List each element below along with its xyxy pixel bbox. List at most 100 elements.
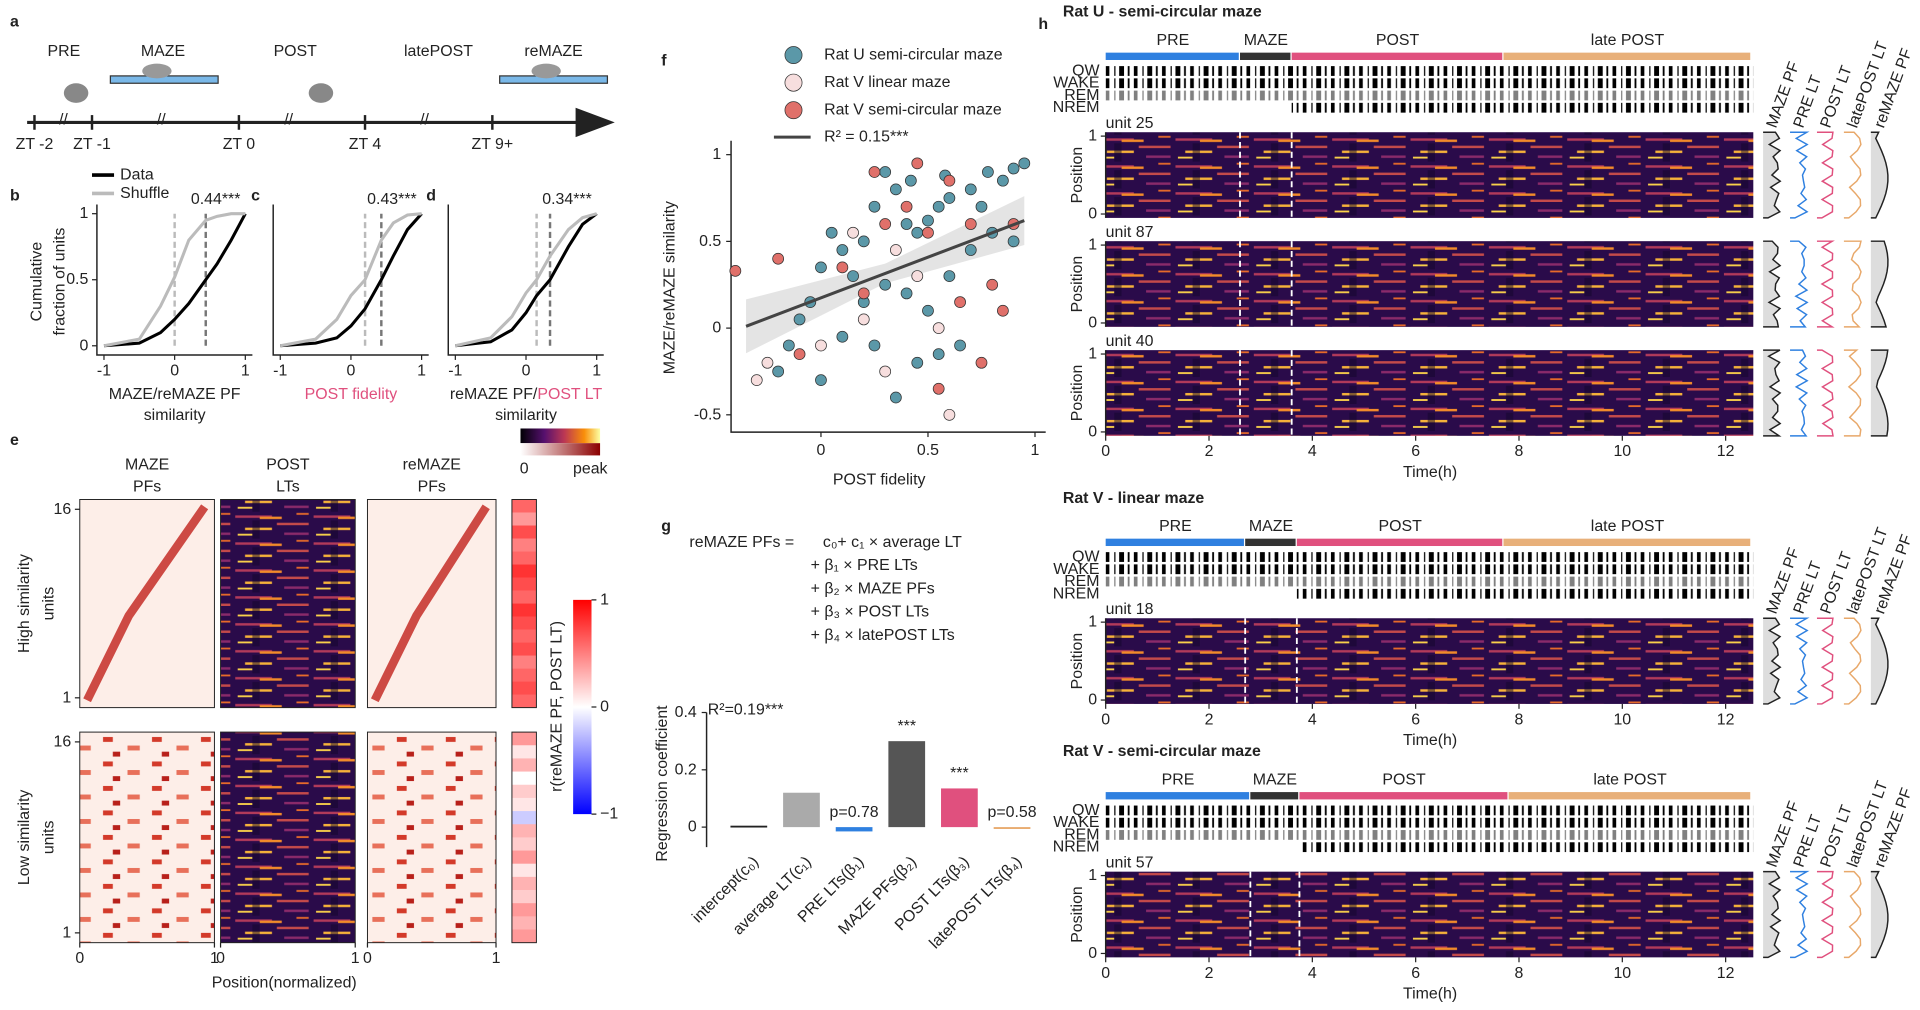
x-axis-label: Time(h) — [1403, 986, 1457, 1003]
scatter-point — [911, 270, 924, 282]
scatter-point — [900, 287, 913, 300]
epoch-bar — [1105, 538, 1244, 547]
y-tick-label: 1 — [62, 924, 71, 941]
r-colorbar-tick-label: 1 — [600, 591, 609, 608]
epoch-label: MAZE — [141, 43, 185, 60]
scatter-point — [1007, 235, 1020, 248]
correlation-cell — [511, 629, 537, 643]
state-raster — [1105, 576, 1754, 587]
scatter-point — [879, 365, 892, 378]
unit-label: unit 18 — [1106, 601, 1154, 618]
state-raster — [1299, 842, 1754, 853]
profile — [1790, 617, 1810, 705]
x-tick-label: 1 — [351, 950, 360, 967]
y-tick-label: 1 — [1088, 128, 1097, 145]
profile — [1790, 349, 1809, 437]
axis-break: // — [284, 111, 293, 128]
epoch-label: MAZE — [1249, 518, 1293, 535]
x-tick-label: 0 — [363, 950, 372, 967]
epoch-bar — [1291, 52, 1503, 60]
axis-break: // — [59, 111, 68, 128]
epoch-bar — [1503, 538, 1751, 547]
axis-break: // — [420, 111, 429, 128]
correlation-cell — [511, 668, 537, 682]
scatter-point — [889, 244, 902, 256]
epoch-bar — [1105, 52, 1239, 60]
x-axis-label: reMAZE PF/POST LT — [450, 386, 603, 403]
state-raster — [1105, 564, 1754, 575]
equation-lhs: reMAZE PFs = — [689, 534, 794, 551]
x-tick-label: 12 — [1717, 443, 1735, 460]
scatter-point — [986, 278, 999, 291]
field-diagonal — [370, 504, 490, 703]
state-label: QW — [1072, 802, 1099, 819]
state-label: NREM — [1053, 585, 1100, 602]
state-raster — [1105, 830, 1754, 840]
state-raster — [1105, 552, 1754, 562]
y-tick-label: 0 — [1088, 206, 1097, 223]
correlation-cell — [511, 929, 537, 944]
x-tick-label: 1 — [417, 362, 426, 379]
strip-frame — [511, 731, 537, 944]
colorbar-label: 0 — [520, 460, 529, 477]
x-tick-label: 4 — [1308, 711, 1317, 728]
scatter-point — [964, 244, 977, 256]
correlation-cell — [511, 784, 537, 799]
scatter-point — [943, 174, 956, 187]
correlation-cell — [511, 681, 537, 695]
x-axis-label: MAZE/reMAZE PF — [109, 386, 241, 403]
significance-label: p=0.78 — [830, 804, 879, 821]
scatter-point — [729, 264, 742, 277]
bar — [888, 741, 926, 828]
scatter-point — [932, 322, 945, 334]
epoch-label: POST — [274, 43, 318, 60]
legend-label: Data — [120, 167, 154, 184]
timeline-tick-label: ZT 4 — [349, 136, 382, 153]
bar — [835, 827, 873, 832]
correlation-cell — [511, 551, 537, 565]
scatter-point — [857, 287, 870, 300]
profile — [1763, 240, 1782, 328]
scatter-point — [889, 391, 902, 404]
activity-heatmap — [1105, 350, 1754, 436]
column-title: LTs — [276, 479, 300, 496]
scatter-point — [1007, 162, 1020, 175]
profile — [1790, 131, 1810, 219]
scatter-point — [922, 214, 934, 227]
correlation-cell — [511, 577, 537, 591]
axis-spine — [730, 140, 1046, 433]
r-colorbar-label: r(reMAZE PF, POST LT) — [549, 621, 566, 792]
scatter-point — [997, 304, 1009, 317]
state-raster — [1105, 66, 1754, 76]
x-tick-label: 1 — [1031, 442, 1040, 459]
column-title: MAZE — [125, 457, 169, 474]
y-axis-label: Regression coefficient — [654, 705, 671, 862]
correlation-cell — [511, 525, 537, 539]
x-tick-label: -1 — [273, 362, 287, 379]
cumulative-line — [103, 212, 246, 348]
activity-heatmap — [1105, 871, 1754, 958]
y-axis-label: Position — [1069, 886, 1086, 943]
y-tick-label: 1 — [1088, 237, 1097, 254]
epoch-label: late POST — [1591, 518, 1665, 535]
scatter-point — [750, 374, 763, 387]
correlation-cell — [511, 694, 537, 708]
profile — [1870, 240, 1889, 328]
colorbar — [520, 428, 601, 444]
profile — [1816, 131, 1834, 219]
correlation-cell — [511, 811, 537, 825]
x-axis-label-part: reMAZE PF/ — [450, 386, 538, 403]
x-tick-label: 8 — [1515, 965, 1524, 982]
x-tick-label: 1 — [492, 950, 501, 967]
timeline-tick-label: ZT -2 — [16, 136, 54, 153]
y-axis-label: Position — [1069, 633, 1086, 690]
scatter-point — [761, 356, 774, 369]
block-title: Rat V - semi-circular maze — [1063, 743, 1261, 760]
scatter-point — [772, 365, 785, 378]
scatter-point — [879, 166, 892, 178]
timeline-tick-label: ZT 9+ — [471, 136, 513, 153]
scatter-point — [943, 408, 956, 421]
cumulative-line — [279, 212, 422, 348]
y-axis-label: Position — [1069, 147, 1086, 204]
